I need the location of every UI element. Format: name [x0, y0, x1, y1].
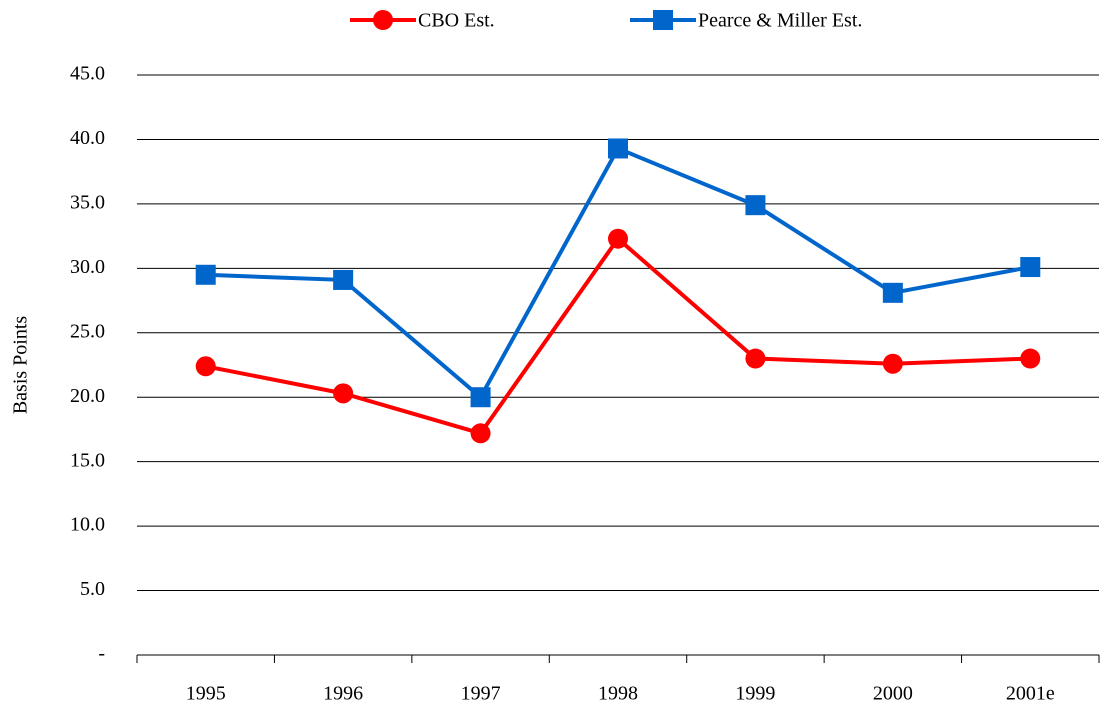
- x-tick-label: 1999: [735, 683, 775, 705]
- x-tick-label: 1998: [598, 683, 638, 705]
- x-tick-label: 1995: [186, 683, 226, 705]
- legend-marker: [373, 10, 393, 30]
- point: [470, 387, 491, 408]
- y-tick-label: 20.0: [70, 385, 105, 407]
- point: [882, 282, 903, 303]
- point: [1020, 348, 1041, 369]
- point: [470, 423, 491, 444]
- y-tick-label: 40.0: [70, 127, 105, 149]
- y-tick-label: 45.0: [70, 63, 105, 85]
- point: [882, 353, 903, 374]
- point: [608, 138, 628, 159]
- y-tick-label: 25.0: [70, 320, 105, 342]
- x-tick-label: 2001e: [1006, 683, 1055, 705]
- legend-marker: [653, 10, 673, 30]
- point: [195, 356, 216, 377]
- legend-label: Pearce & Miller Est.: [698, 10, 862, 32]
- y-tick-label: -: [98, 643, 105, 665]
- x-tick-label: 1996: [323, 683, 363, 705]
- point: [608, 228, 628, 249]
- point: [745, 195, 766, 216]
- y-tick-label: 10.0: [70, 514, 105, 536]
- legend-label: CBO Est.: [418, 10, 495, 32]
- point: [195, 264, 216, 285]
- x-tick-label: 1997: [461, 683, 501, 705]
- y-tick-label: 30.0: [70, 256, 105, 278]
- x-tick-label: 2000: [873, 683, 913, 705]
- point: [745, 348, 766, 369]
- point: [333, 383, 354, 404]
- y-tick-label: 5.0: [80, 578, 105, 600]
- y-axis-label: Basis Points: [10, 316, 32, 415]
- point: [1020, 257, 1041, 278]
- y-tick-label: 15.0: [70, 449, 105, 471]
- point: [333, 269, 354, 290]
- series-line: [205, 145, 1031, 401]
- y-tick-label: 35.0: [70, 191, 105, 213]
